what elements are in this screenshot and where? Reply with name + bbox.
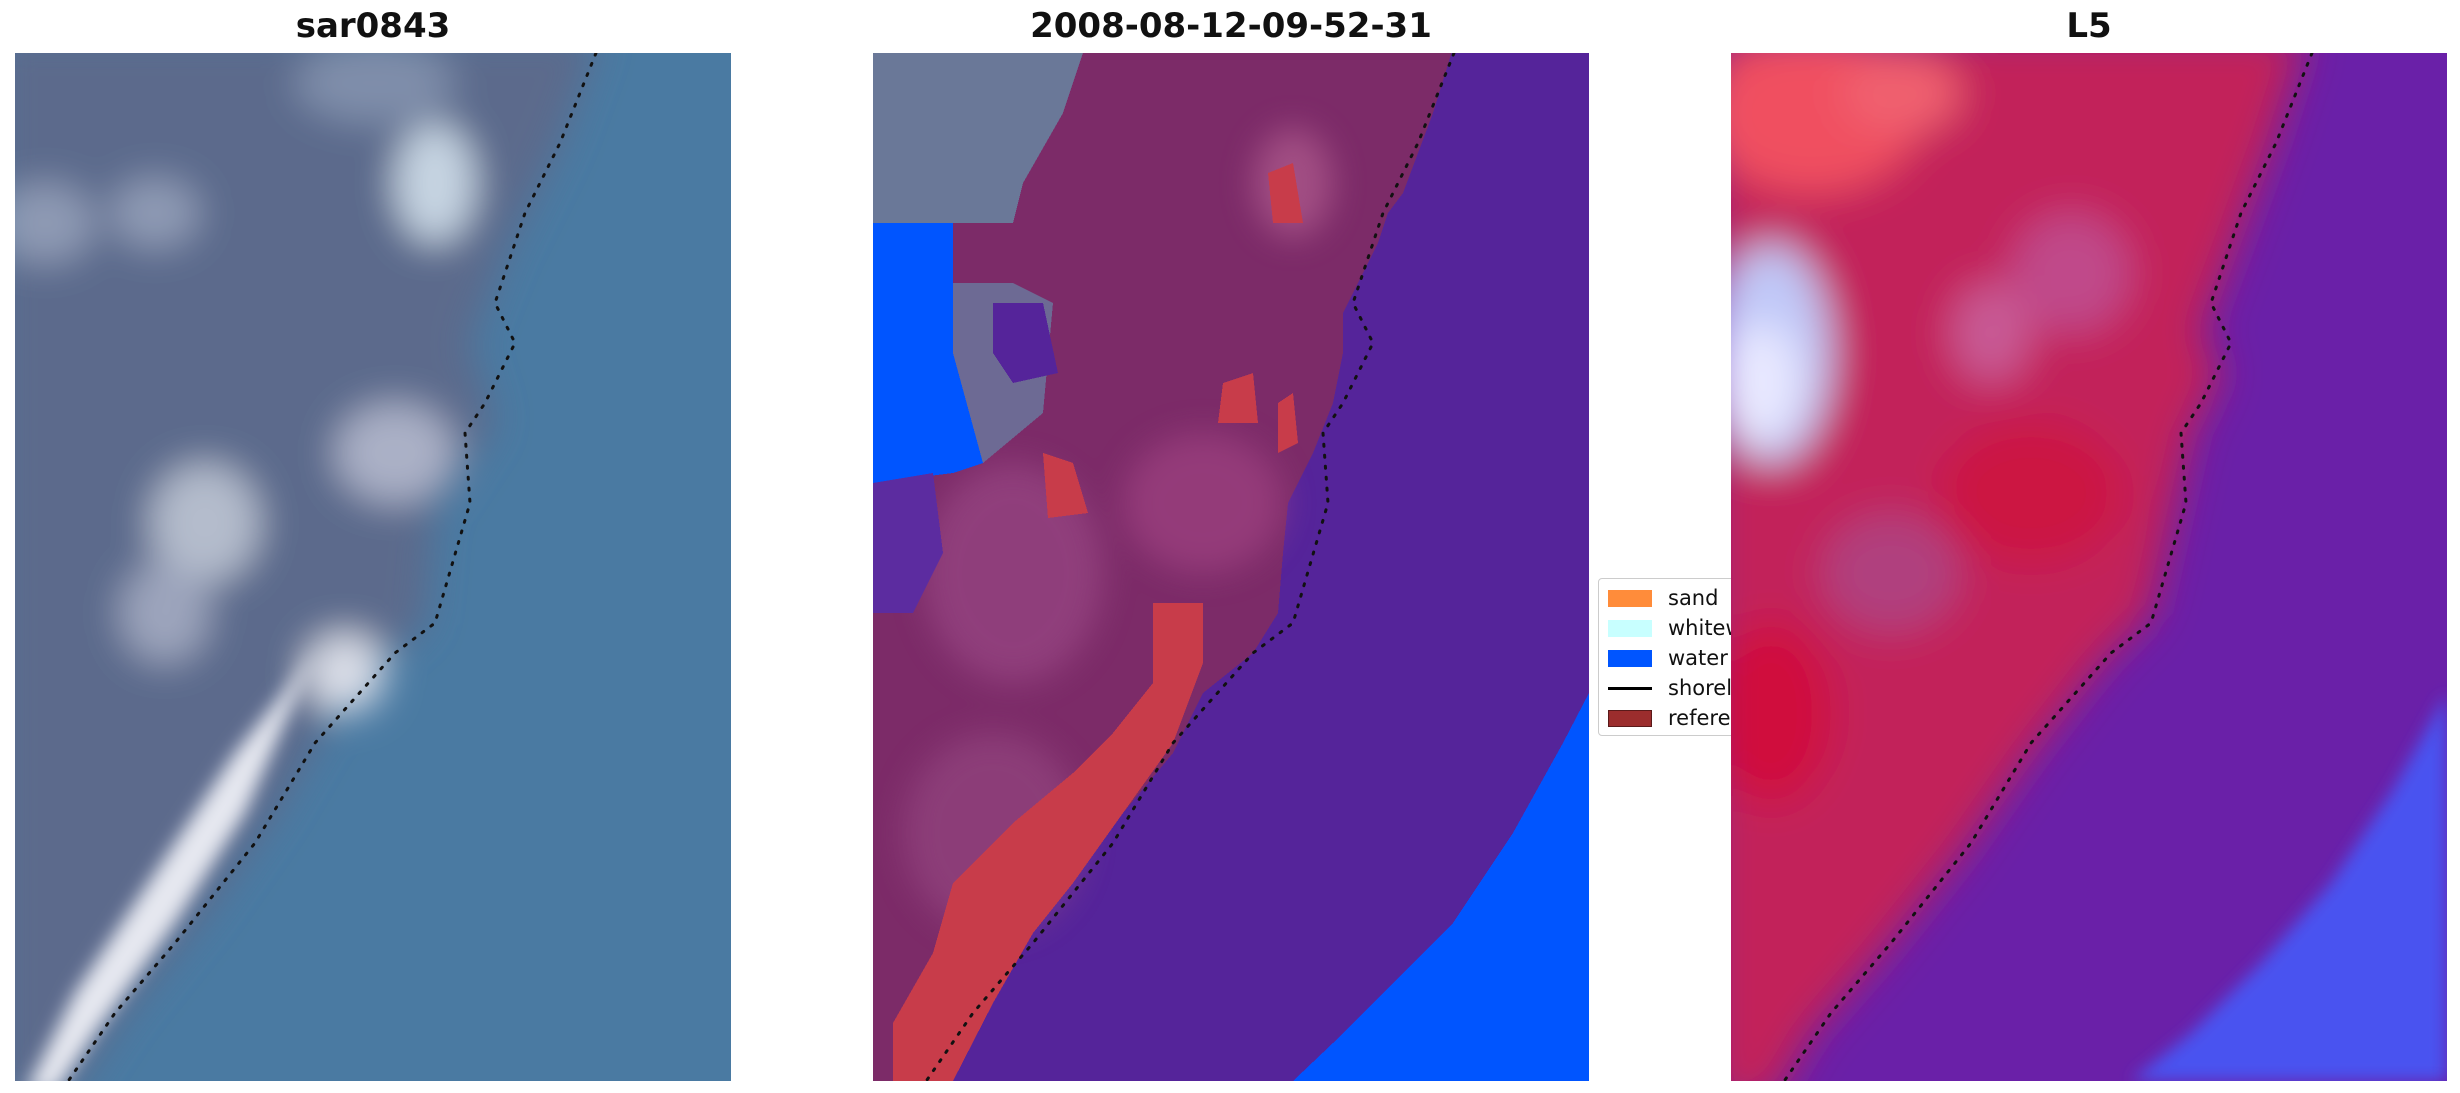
classification-image bbox=[873, 53, 1589, 1081]
legend-line-shoreline bbox=[1608, 686, 1652, 690]
legend-swatch-whitewater bbox=[1608, 619, 1652, 637]
land-area bbox=[15, 53, 593, 1081]
index-image bbox=[1731, 53, 2447, 1081]
panel-title-classification: 2008-08-12-09-52-31 bbox=[1030, 6, 1432, 46]
legend-swatch-sand bbox=[1608, 589, 1652, 607]
land-index bbox=[1731, 53, 2300, 1081]
classification-panel bbox=[873, 53, 1589, 1081]
legend-swatch-water bbox=[1608, 649, 1652, 667]
water-class bbox=[873, 223, 983, 483]
rgb-image bbox=[15, 53, 731, 1081]
legend-swatch-reference bbox=[1608, 709, 1652, 727]
rgb-visible-area bbox=[873, 53, 1083, 223]
sand-class bbox=[1268, 163, 1303, 223]
legend-item-shoreline: shoreline bbox=[1599, 673, 1749, 703]
legend-item-water: water bbox=[1599, 643, 1749, 673]
index-panel bbox=[1731, 53, 2447, 1081]
panel-title-rgb: sar0843 bbox=[295, 6, 451, 46]
panel-title-index: L5 bbox=[2066, 6, 2112, 46]
water-index bbox=[2131, 693, 2447, 1081]
rgb-image-panel bbox=[15, 53, 731, 1081]
legend-item-sand: sand bbox=[1599, 583, 1749, 613]
legend-item-reference: reference bbox=[1599, 703, 1749, 733]
